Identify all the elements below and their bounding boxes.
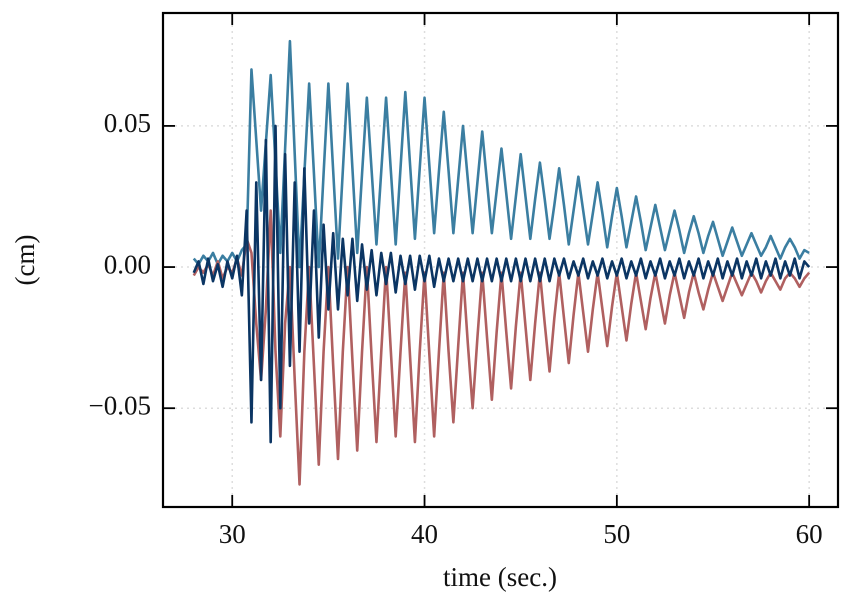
data-line — [192, 209, 811, 486]
data-line — [192, 124, 811, 444]
x-tick-label: 30 — [219, 519, 246, 549]
y-tick-label: −0.05 — [89, 390, 151, 420]
x-axis-label: time (sec.) — [443, 562, 557, 592]
x-tick-label: 50 — [603, 519, 630, 549]
y-tick-label: 0.00 — [104, 249, 151, 279]
data-line — [192, 39, 810, 269]
plot-frame — [161, 11, 840, 509]
y-axis-label: (cm) — [10, 235, 40, 286]
x-tick-label: 60 — [796, 519, 823, 549]
y-tick-label: 0.05 — [104, 108, 151, 138]
x-tick-label: 40 — [411, 519, 438, 549]
